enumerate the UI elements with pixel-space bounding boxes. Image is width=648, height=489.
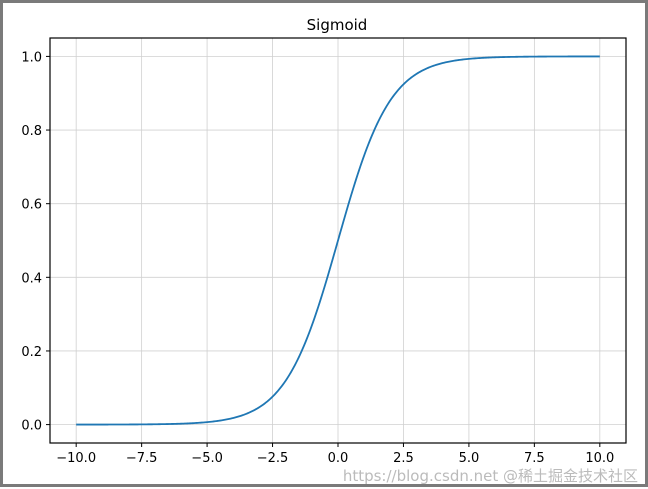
x-tick-label: −2.5 <box>257 451 289 466</box>
x-tick-label: 2.5 <box>393 451 414 466</box>
y-tick-label: 0.6 <box>21 198 42 213</box>
chart-title: Sigmoid <box>307 16 368 34</box>
y-tick-label: 0.8 <box>21 124 42 139</box>
y-tick-label: 0.4 <box>21 271 42 286</box>
sigmoid-line <box>76 55 600 426</box>
x-tick-label: 7.5 <box>524 451 545 466</box>
x-tick-label: −7.5 <box>126 451 158 466</box>
x-tick-label: −10.0 <box>56 451 96 466</box>
x-tick-label: −5.0 <box>191 451 223 466</box>
y-tick-label: 0.0 <box>21 419 42 434</box>
x-tick-label: 10.0 <box>585 451 614 466</box>
y-tick-label: 0.2 <box>21 345 42 360</box>
x-tick-label: 0.0 <box>328 451 349 466</box>
y-tick-label: 1.0 <box>21 50 42 65</box>
watermark: https://blog.csdn.net @稀土掘金技术社区 <box>343 467 638 484</box>
x-tick-label: 5.0 <box>459 451 480 466</box>
sigmoid-chart: Sigmoid −10.0 −7.5 −5.0 −2.5 0.0 2.5 5.0 7.5 10.… <box>21 16 638 485</box>
